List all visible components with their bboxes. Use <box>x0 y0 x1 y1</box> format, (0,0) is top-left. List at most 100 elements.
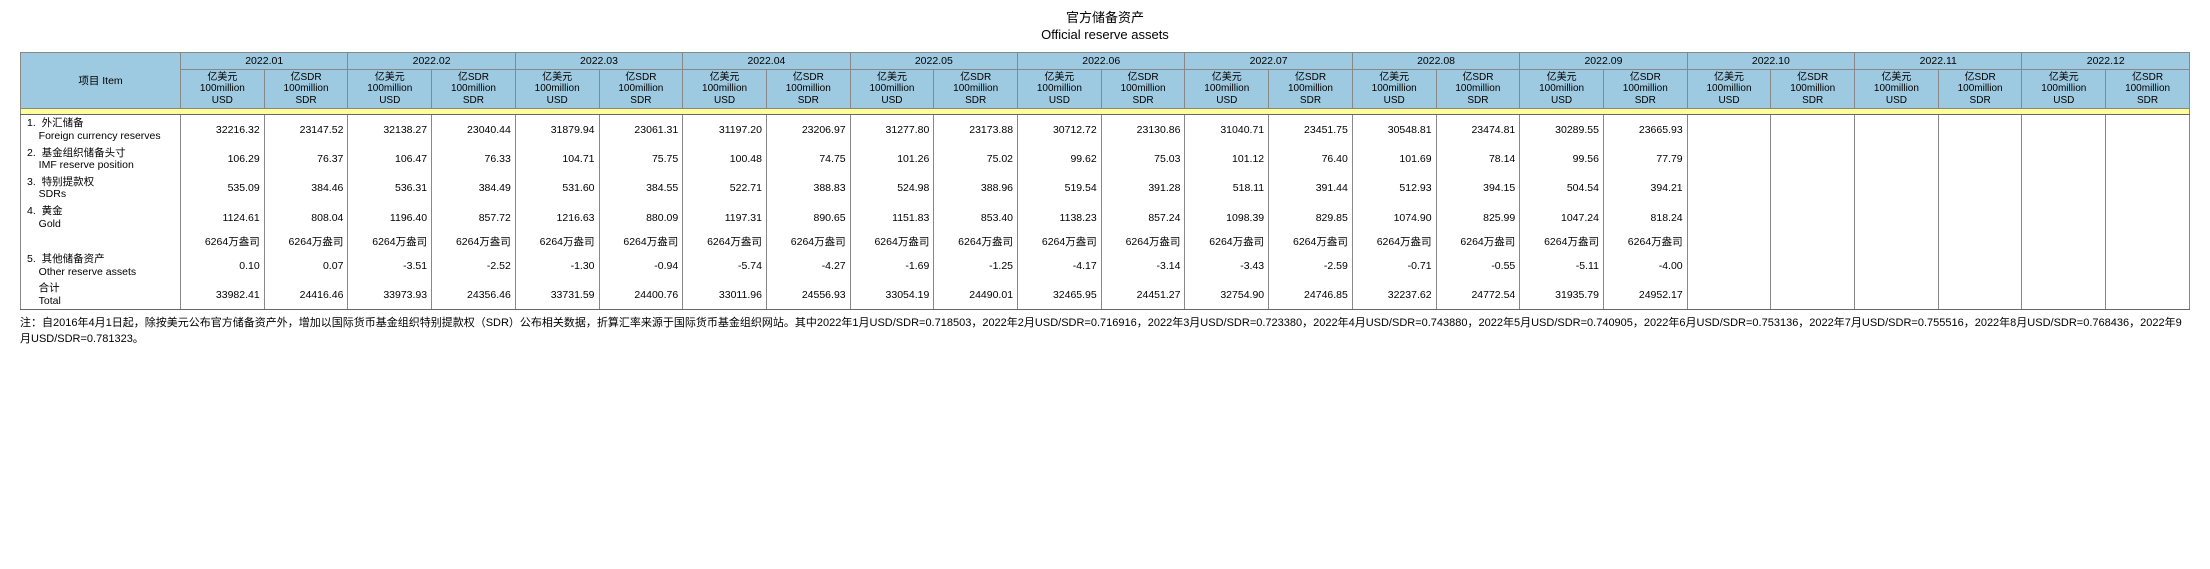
cell: 857.24 <box>1101 203 1185 232</box>
cell: 30289.55 <box>1520 115 1604 145</box>
cell: 519.54 <box>1018 174 1102 203</box>
cell: 106.29 <box>181 145 265 174</box>
cell <box>2106 251 2190 280</box>
cell <box>1771 174 1855 203</box>
cell: 6264万盎司 <box>1520 232 1604 251</box>
header-month: 2022.04 <box>683 52 850 69</box>
title-cn: 官方储备资产 <box>20 10 2190 27</box>
cell: 24952.17 <box>1603 280 1687 310</box>
header-usd: 亿美元100millionUSD <box>515 69 599 109</box>
cell: 32138.27 <box>348 115 432 145</box>
cell: 31277.80 <box>850 115 934 145</box>
cell: 1124.61 <box>181 203 265 232</box>
cell <box>1938 203 2022 232</box>
header-sdr: 亿SDR100millionSDR <box>1771 69 1855 109</box>
cell: 24356.46 <box>432 280 516 310</box>
cell: 384.55 <box>599 174 683 203</box>
cell: 24556.93 <box>766 280 850 310</box>
header-usd: 亿美元100millionUSD <box>850 69 934 109</box>
header-sdr: 亿SDR100millionSDR <box>1436 69 1520 109</box>
cell: 531.60 <box>515 174 599 203</box>
row-label: 3. 特别提款权 SDRs <box>21 174 181 203</box>
cell <box>1855 174 1939 203</box>
cell: 829.85 <box>1269 203 1353 232</box>
cell <box>1687 145 1771 174</box>
cell: 24772.54 <box>1436 280 1520 310</box>
cell: -2.59 <box>1269 251 1353 280</box>
cell: -2.52 <box>432 251 516 280</box>
cell: 32216.32 <box>181 115 265 145</box>
cell: 99.62 <box>1018 145 1102 174</box>
cell: 394.21 <box>1603 174 1687 203</box>
cell: 23665.93 <box>1603 115 1687 145</box>
header-month: 2022.05 <box>850 52 1017 69</box>
cell <box>1771 280 1855 310</box>
cell: 504.54 <box>1520 174 1604 203</box>
header-usd: 亿美元100millionUSD <box>1352 69 1436 109</box>
cell: 536.31 <box>348 174 432 203</box>
cell: 30548.81 <box>1352 115 1436 145</box>
cell: -3.51 <box>348 251 432 280</box>
cell <box>1771 203 1855 232</box>
cell <box>1938 232 2022 251</box>
cell <box>2106 115 2190 145</box>
cell: 6264万盎司 <box>934 232 1018 251</box>
cell <box>1938 251 2022 280</box>
row-label: 4. 黄金 Gold <box>21 203 181 232</box>
cell: 33054.19 <box>850 280 934 310</box>
cell: 0.10 <box>181 251 265 280</box>
cell: -0.94 <box>599 251 683 280</box>
header-month: 2022.03 <box>515 52 682 69</box>
cell <box>1687 280 1771 310</box>
cell: 75.03 <box>1101 145 1185 174</box>
cell: 104.71 <box>515 145 599 174</box>
cell: 524.98 <box>850 174 934 203</box>
header-month: 2022.12 <box>2022 52 2190 69</box>
cell <box>1938 115 2022 145</box>
cell <box>2022 251 2106 280</box>
cell: 6264万盎司 <box>348 232 432 251</box>
cell: 818.24 <box>1603 203 1687 232</box>
header-sdr: 亿SDR100millionSDR <box>2106 69 2190 109</box>
cell: 76.33 <box>432 145 516 174</box>
cell: 78.14 <box>1436 145 1520 174</box>
cell: -4.27 <box>766 251 850 280</box>
reserve-table: 项目 Item 2022.012022.022022.032022.042022… <box>20 52 2190 311</box>
cell: 857.72 <box>432 203 516 232</box>
cell: 394.15 <box>1436 174 1520 203</box>
cell: -1.30 <box>515 251 599 280</box>
header-month: 2022.06 <box>1018 52 1185 69</box>
cell: 6264万盎司 <box>599 232 683 251</box>
header-sdr: 亿SDR100millionSDR <box>432 69 516 109</box>
cell <box>1771 145 1855 174</box>
cell <box>1687 174 1771 203</box>
cell: 24746.85 <box>1269 280 1353 310</box>
cell <box>1687 232 1771 251</box>
cell: 1151.83 <box>850 203 934 232</box>
cell <box>1771 251 1855 280</box>
cell: 1196.40 <box>348 203 432 232</box>
cell: 6264万盎司 <box>181 232 265 251</box>
cell <box>1687 203 1771 232</box>
cell: 6264万盎司 <box>1101 232 1185 251</box>
cell <box>1938 145 2022 174</box>
header-month: 2022.07 <box>1185 52 1352 69</box>
cell: 1138.23 <box>1018 203 1102 232</box>
cell <box>1855 115 1939 145</box>
cell: 23173.88 <box>934 115 1018 145</box>
cell: 100.48 <box>683 145 767 174</box>
cell: 24490.01 <box>934 280 1018 310</box>
cell: 33973.93 <box>348 280 432 310</box>
header-usd: 亿美元100millionUSD <box>1185 69 1269 109</box>
cell <box>2106 280 2190 310</box>
cell: 106.47 <box>348 145 432 174</box>
cell: 76.37 <box>264 145 348 174</box>
cell: 1074.90 <box>1352 203 1436 232</box>
cell: 6264万盎司 <box>1185 232 1269 251</box>
header-sdr: 亿SDR100millionSDR <box>1101 69 1185 109</box>
cell: 24400.76 <box>599 280 683 310</box>
header-sdr: 亿SDR100millionSDR <box>1269 69 1353 109</box>
cell: 388.83 <box>766 174 850 203</box>
cell: 6264万盎司 <box>1436 232 1520 251</box>
footnote: 注：自2016年4月1日起，除按美元公布官方储备资产外，增加以国际货币基金组织特… <box>20 316 2190 347</box>
